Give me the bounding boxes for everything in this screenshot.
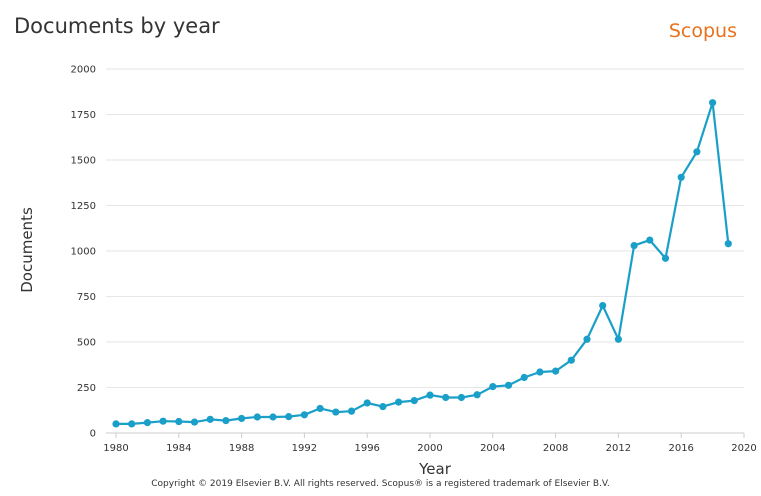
data-point-2008 — [552, 367, 560, 375]
data-point-2010 — [583, 335, 591, 343]
x-tick-label-1980: 1980 — [103, 443, 128, 454]
data-point-1985 — [190, 418, 199, 426]
data-point-2014 — [646, 236, 654, 244]
data-point-2004 — [489, 382, 497, 391]
data-point-2017 — [693, 148, 701, 156]
x-tick-label-2020: 2020 — [731, 443, 756, 454]
data-point-1980 — [112, 420, 120, 428]
y-tick-label-1750: 1750 — [71, 110, 96, 121]
data-point-2002 — [457, 393, 465, 402]
data-point-1989 — [253, 413, 261, 421]
data-point-2003 — [473, 391, 481, 399]
data-point-1997 — [379, 403, 387, 411]
x-tick-label-1996: 1996 — [354, 443, 379, 454]
data-point-1991 — [285, 413, 293, 421]
y-axis-ticks: 0 250 500 750 1000 1250 1500 1750 2000 — [71, 65, 96, 440]
data-point-1987 — [222, 417, 230, 425]
x-tick-label-2012: 2012 — [606, 443, 631, 454]
data-point-2019 — [724, 240, 732, 248]
data-point-1984 — [175, 417, 183, 426]
data-point-1983 — [159, 417, 167, 425]
x-tick-label-1988: 1988 — [229, 443, 254, 454]
scopus-logo: Scopus — [668, 20, 737, 42]
y-tick-label-750: 750 — [77, 292, 96, 303]
x-axis-title: Year — [418, 460, 452, 478]
chart-title: Documents by year — [14, 14, 220, 38]
y-tick-label-2000: 2000 — [71, 65, 96, 76]
x-tick-label-1992: 1992 — [292, 443, 317, 454]
x-tick-label-2008: 2008 — [543, 443, 568, 454]
data-point-1986 — [206, 415, 214, 423]
data-point-2018 — [709, 99, 717, 107]
data-point-2013 — [630, 241, 638, 250]
data-point-2007 — [536, 368, 544, 376]
x-tick-label-1984: 1984 — [166, 443, 191, 454]
y-axis-title: Documents — [18, 207, 36, 293]
data-point-2005 — [504, 381, 513, 389]
data-point-1990 — [269, 413, 277, 421]
data-point-1992 — [300, 411, 308, 419]
data-point-2000 — [426, 391, 434, 399]
series-line-0 — [116, 101, 730, 425]
x-tick-label-2000: 2000 — [417, 443, 442, 454]
data-point-1988 — [238, 414, 246, 423]
data-point-1995 — [347, 407, 356, 415]
data-point-1998 — [395, 398, 403, 406]
data-point-1996 — [363, 399, 371, 407]
y-tick-label-1000: 1000 — [71, 247, 96, 258]
data-point-1994 — [332, 408, 340, 416]
data-point-2009 — [567, 356, 575, 364]
data-point-2016 — [677, 173, 685, 181]
series-layer — [112, 99, 732, 428]
data-point-2012 — [614, 335, 623, 343]
data-point-2006 — [520, 373, 528, 382]
y-tick-label-1250: 1250 — [71, 201, 96, 212]
y-tick-label-1500: 1500 — [71, 156, 96, 167]
x-axis-ticks: 1980 1984 1988 1992 1996 2000 2004 2008 2012 2016… — [103, 433, 757, 454]
x-tick-label-2016: 2016 — [668, 443, 693, 454]
data-point-2011 — [599, 302, 607, 310]
data-point-1981 — [128, 420, 136, 428]
data-point-1999 — [410, 397, 418, 405]
y-tick-label-0: 0 — [90, 429, 96, 440]
data-point-2001 — [442, 393, 450, 402]
grid-lines — [106, 68, 744, 434]
data-point-2015 — [661, 254, 670, 262]
data-point-1982 — [143, 419, 151, 427]
y-tick-label-250: 250 — [77, 383, 96, 394]
y-tick-label-500: 500 — [77, 338, 96, 349]
data-point-1993 — [316, 404, 324, 413]
x-tick-label-2004: 2004 — [480, 443, 505, 454]
copyright-notice: Copyright © 2019 Elsevier B.V. All right… — [151, 479, 610, 489]
